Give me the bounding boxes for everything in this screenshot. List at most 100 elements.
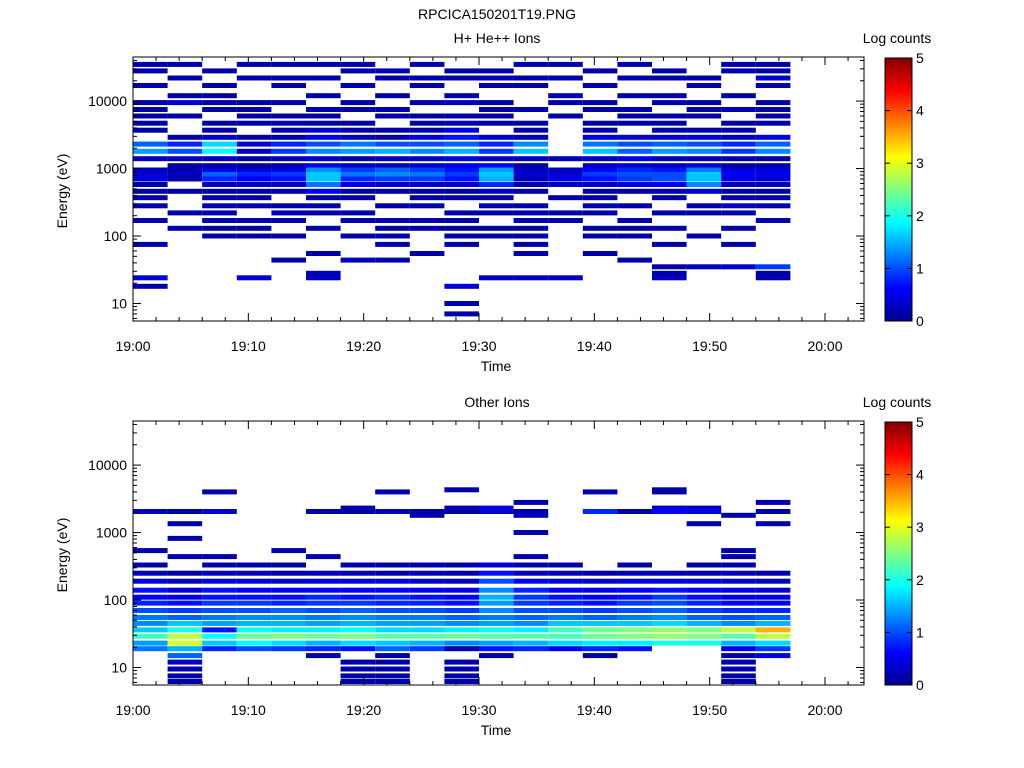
heatmap-cell xyxy=(582,176,618,182)
heatmap-cell xyxy=(582,83,618,88)
heatmap-cell xyxy=(202,120,237,126)
heatmap-cell xyxy=(202,195,237,201)
heatmap-cell xyxy=(513,61,549,67)
heatmap-cell xyxy=(167,608,203,613)
heatmap-cell xyxy=(271,627,306,633)
heatmap-cell xyxy=(236,100,272,106)
heatmap-cell xyxy=(167,134,203,140)
heatmap-cell xyxy=(686,587,722,593)
heatmap-cell xyxy=(513,646,549,652)
heatmap-cell xyxy=(582,120,618,126)
heatmap-cell xyxy=(271,134,306,140)
heatmap-cell xyxy=(133,620,168,626)
heatmap-cell xyxy=(755,627,791,633)
heatmap-cell xyxy=(202,570,237,576)
heatmap-cell xyxy=(306,163,341,169)
heatmap-cell xyxy=(721,148,756,154)
heatmap-cell xyxy=(721,264,756,270)
heatmap-cell xyxy=(513,148,549,154)
heatmap-cell xyxy=(167,673,203,679)
heatmap-cell xyxy=(721,587,756,593)
heatmap-cell xyxy=(340,134,376,140)
heatmap-cell xyxy=(652,113,687,119)
heatmap-cell xyxy=(306,141,341,147)
heatmap-cell xyxy=(513,587,549,593)
heatmap-cell xyxy=(340,127,376,133)
heatmap-cell xyxy=(686,562,722,568)
heatmap-cell xyxy=(133,509,168,514)
heatmap-cell xyxy=(409,83,445,88)
heatmap-cell xyxy=(548,627,583,633)
heatmap-cell xyxy=(167,176,203,182)
heatmap-cell xyxy=(479,633,514,639)
heatmap-cell xyxy=(202,633,237,639)
heatmap-cell xyxy=(548,646,583,652)
heatmap-cell xyxy=(652,615,687,620)
heatmap-cell xyxy=(652,505,687,511)
heatmap-cell xyxy=(306,61,341,67)
heatmap-cell xyxy=(167,679,203,684)
heatmap-cell xyxy=(444,283,479,289)
heatmap-cell xyxy=(271,156,306,162)
heatmap-cell xyxy=(167,167,203,173)
heatmap-cell xyxy=(652,120,687,126)
heatmap-cell xyxy=(721,203,756,209)
heatmap-cell xyxy=(582,594,618,600)
heatmap-cell xyxy=(306,176,341,182)
heatmap-cell xyxy=(409,587,445,593)
heatmap-cell xyxy=(375,509,410,514)
colorbar-tick-label: 3 xyxy=(916,519,924,535)
heatmap-cell xyxy=(582,127,618,133)
heatmap-cell xyxy=(513,167,549,173)
heatmap-cell xyxy=(306,188,341,194)
heatmap-cell xyxy=(167,666,203,672)
heatmap-cell xyxy=(202,163,237,169)
x-tick-label: 20:00 xyxy=(807,702,842,718)
heatmap-cell xyxy=(271,167,306,173)
heatmap-cell xyxy=(375,167,410,173)
heatmap-cell xyxy=(375,163,410,169)
heatmap-cell xyxy=(340,188,376,194)
heatmap-cell xyxy=(686,182,722,187)
heatmap-cell xyxy=(236,594,272,600)
heatmap-cell xyxy=(582,195,618,201)
heatmap-cell xyxy=(652,176,687,182)
heatmap-cell xyxy=(236,218,272,223)
heatmap-cell xyxy=(444,176,479,182)
heatmap-cell xyxy=(652,270,687,276)
heatmap-cell xyxy=(721,127,756,133)
heatmap-cell xyxy=(133,182,168,187)
heatmap-cell xyxy=(340,640,376,646)
heatmap-cell xyxy=(133,148,168,154)
heatmap-cell xyxy=(721,600,756,606)
heatmap-cell xyxy=(755,195,791,201)
heatmap-cell xyxy=(409,218,445,223)
heatmap-cell xyxy=(721,673,756,679)
heatmap-cell xyxy=(582,570,618,576)
heatmap-cell xyxy=(133,615,168,620)
heatmap-cell xyxy=(755,640,791,646)
heatmap-cells xyxy=(133,61,791,317)
heatmap-cell xyxy=(202,100,237,106)
heatmap-cell xyxy=(167,620,203,626)
heatmap-cell xyxy=(236,171,272,177)
heatmap-cell xyxy=(513,203,549,209)
colorbar-tick-label: 5 xyxy=(916,414,924,430)
heatmap-cell xyxy=(617,509,652,514)
heatmap-cell xyxy=(686,107,722,112)
heatmap-cell xyxy=(167,570,203,576)
heatmap-cell xyxy=(582,633,618,639)
heatmap-cell xyxy=(548,570,583,576)
heatmap-cell xyxy=(479,156,514,162)
heatmap-cell xyxy=(340,659,376,665)
y-tick-label: 100 xyxy=(104,228,128,244)
colorbar-tick-label: 2 xyxy=(916,208,924,224)
heatmap-cell xyxy=(340,163,376,169)
heatmap-cell xyxy=(548,594,583,600)
heatmap-cell xyxy=(755,578,791,584)
heatmap-cell xyxy=(340,620,376,626)
heatmap-cell xyxy=(686,233,722,239)
heatmap-cell xyxy=(375,640,410,646)
heatmap-cell xyxy=(236,225,272,231)
